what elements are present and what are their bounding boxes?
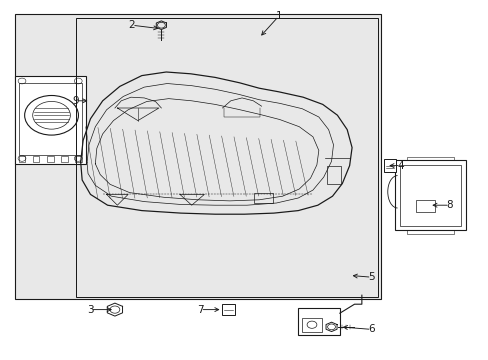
Bar xyxy=(61,156,67,162)
Bar xyxy=(407,157,453,160)
Text: 4: 4 xyxy=(397,161,404,171)
Bar xyxy=(383,159,395,172)
Bar xyxy=(222,304,234,315)
Bar xyxy=(394,160,465,230)
Text: 9: 9 xyxy=(72,96,79,106)
Bar xyxy=(399,165,460,226)
Bar xyxy=(75,156,81,162)
Bar xyxy=(15,76,85,164)
Bar xyxy=(302,318,321,332)
Bar xyxy=(33,156,40,162)
Text: 7: 7 xyxy=(197,305,203,315)
Bar xyxy=(76,18,377,297)
Bar xyxy=(15,14,381,299)
Text: 8: 8 xyxy=(446,200,452,210)
Text: 2: 2 xyxy=(128,20,135,30)
Bar xyxy=(407,230,453,234)
Bar xyxy=(46,156,53,162)
Text: 6: 6 xyxy=(367,324,374,334)
Bar xyxy=(326,166,341,184)
Text: 3: 3 xyxy=(87,305,94,315)
Bar xyxy=(19,156,25,162)
Bar xyxy=(298,308,339,335)
Bar xyxy=(19,83,81,155)
Text: 5: 5 xyxy=(367,272,374,282)
Bar xyxy=(254,193,272,203)
Bar xyxy=(415,200,434,212)
Text: 1: 1 xyxy=(275,11,282,21)
